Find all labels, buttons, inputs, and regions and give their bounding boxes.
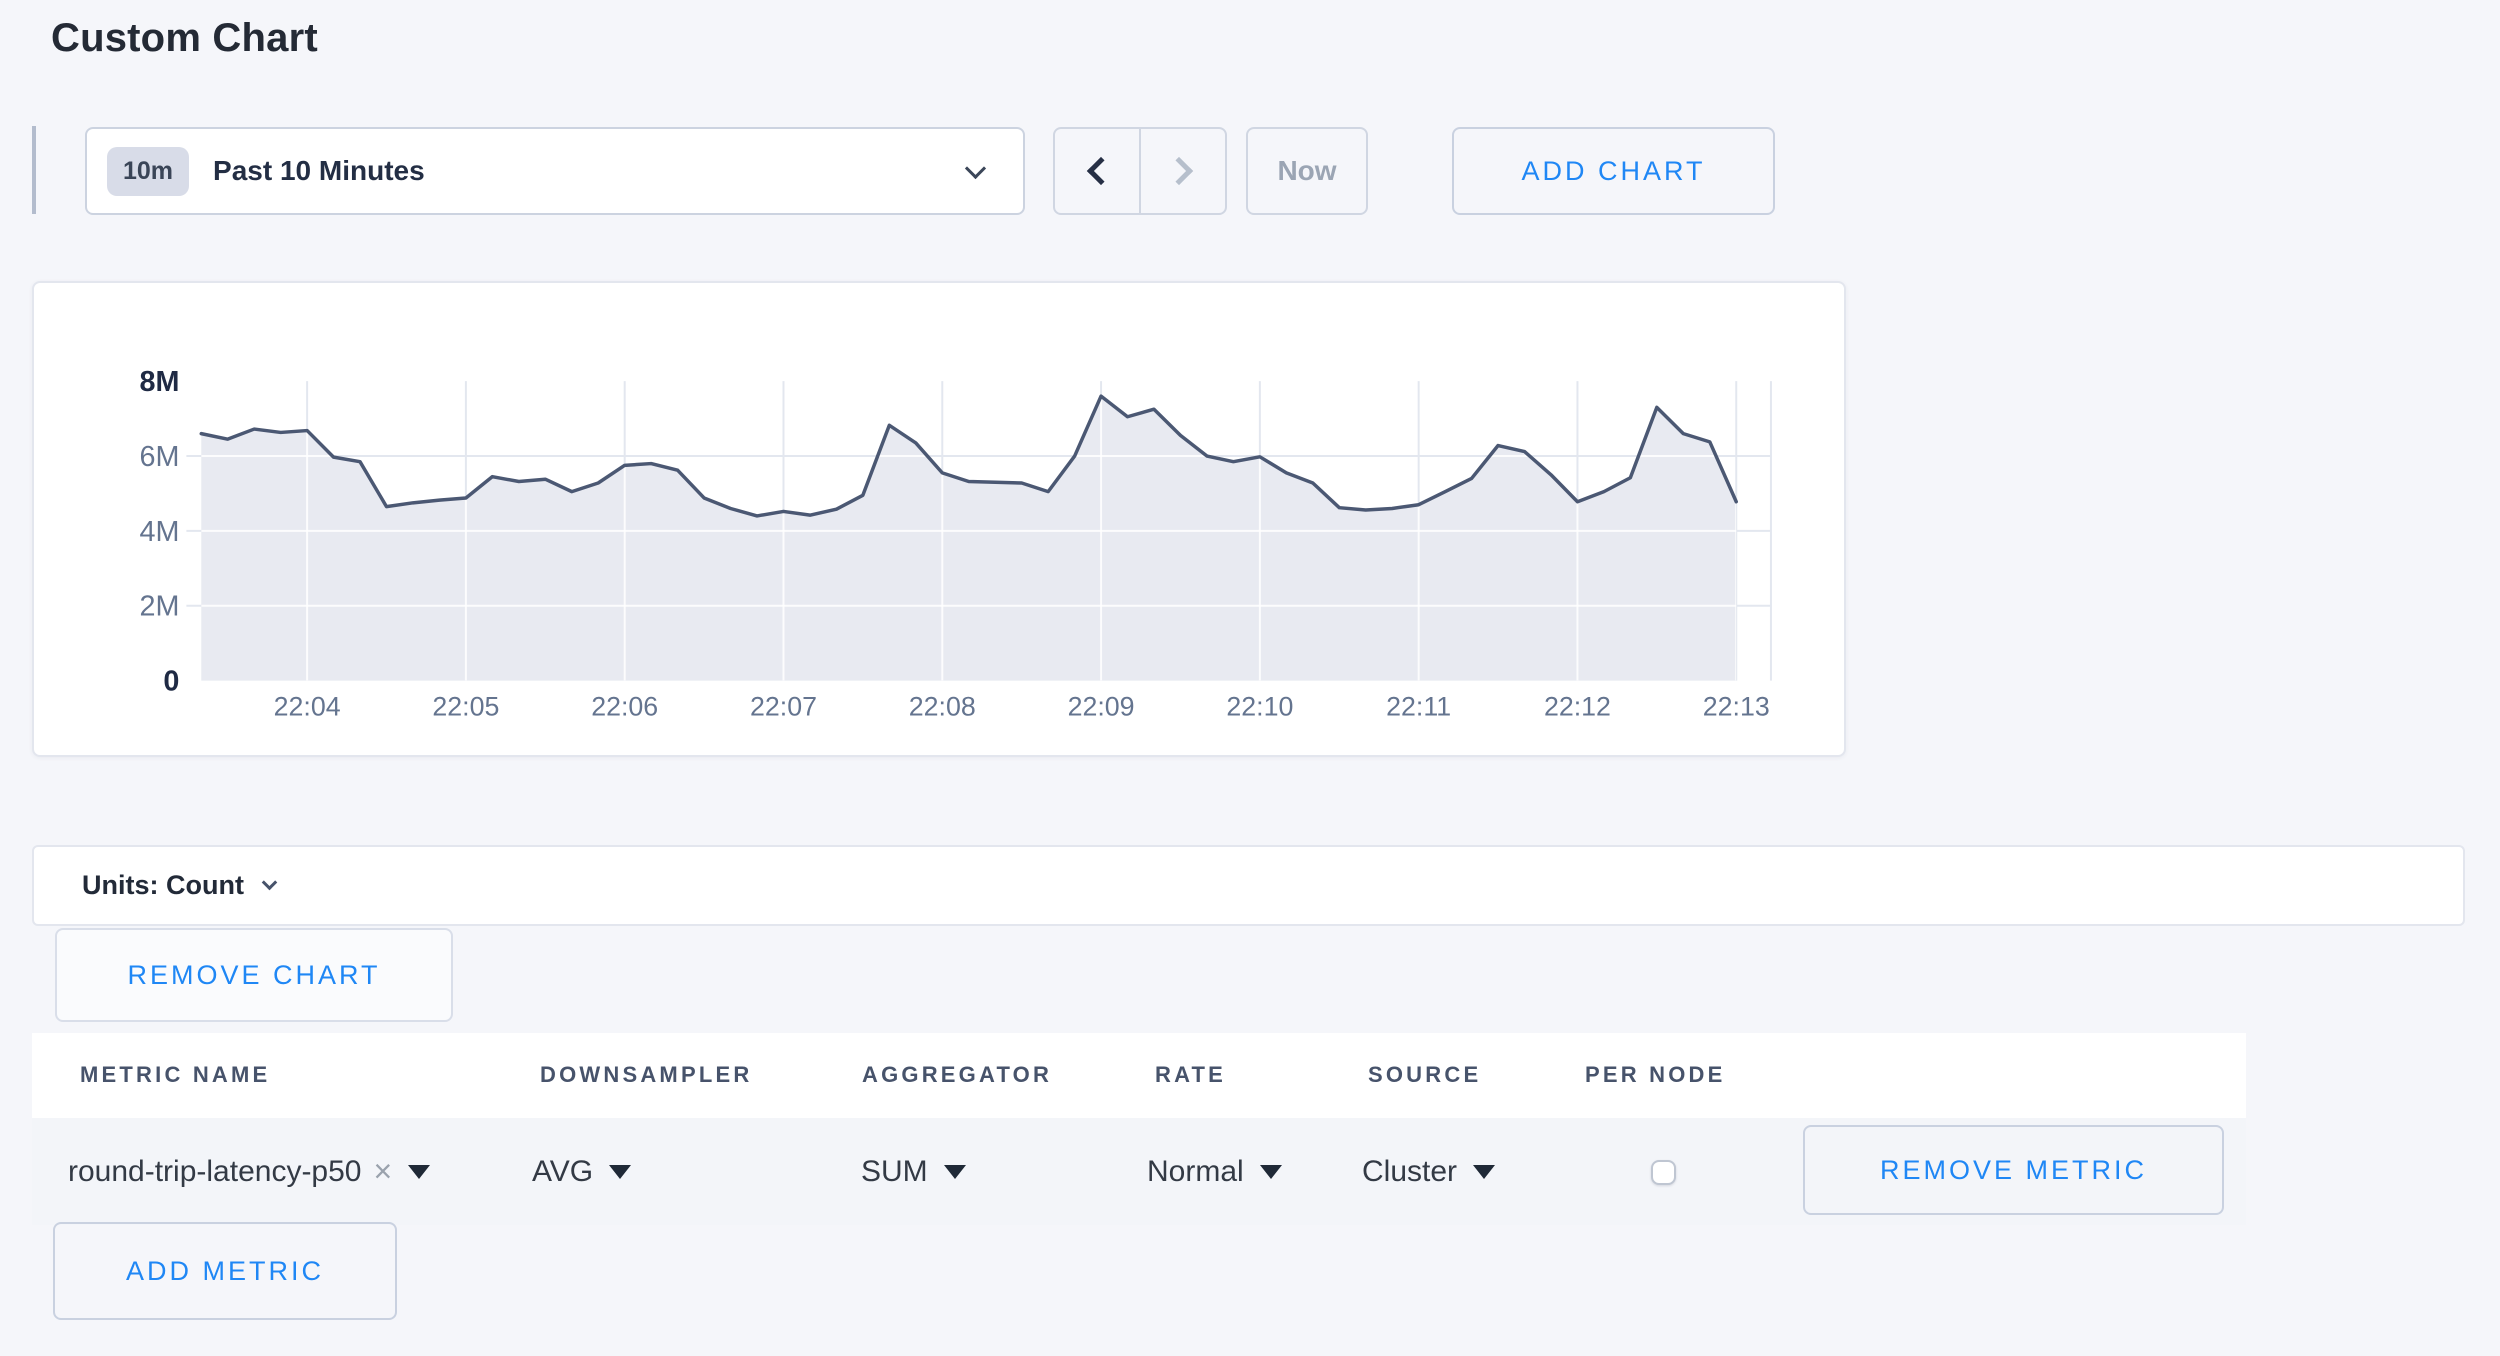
svg-text:22:12: 22:12 <box>1544 691 1611 721</box>
aggregator-value: SUM <box>861 1154 928 1188</box>
time-step-buttons <box>1053 127 1227 215</box>
caret-down-icon <box>943 1164 966 1179</box>
caret-down-icon <box>609 1164 632 1179</box>
time-range-label: Past 10 Minutes <box>213 155 425 186</box>
svg-text:22:06: 22:06 <box>591 691 658 721</box>
chevron-down-icon <box>261 874 278 891</box>
clear-metric-icon[interactable]: × <box>373 1153 393 1189</box>
remove-metric-button[interactable]: REMOVE METRIC <box>1803 1125 2224 1215</box>
svg-text:22:08: 22:08 <box>909 691 976 721</box>
column-header-metric-name: METRIC NAME <box>80 1062 271 1087</box>
svg-text:0: 0 <box>163 666 179 698</box>
units-label: Units: Count <box>82 870 244 900</box>
timeseries-chart: 8M 6M 4M 2M 0 22:04 22:05 22:06 22:07 22:08 22:09 2… <box>34 283 1844 755</box>
column-header-rate: RATE <box>1155 1062 1227 1087</box>
svg-text:22:10: 22:10 <box>1226 691 1293 721</box>
metrics-table-header: METRIC NAME DOWNSAMPLER AGGREGATOR RATE … <box>32 1033 2246 1118</box>
svg-text:22:07: 22:07 <box>750 691 817 721</box>
time-range-select[interactable]: 10m Past 10 Minutes <box>85 127 1025 215</box>
svg-text:22:13: 22:13 <box>1703 691 1770 721</box>
metric-name-select[interactable]: round-trip-latency-p50 × <box>68 1118 431 1225</box>
svg-text:8M: 8M <box>139 366 179 398</box>
svg-text:2M: 2M <box>139 591 179 623</box>
prev-interval-button[interactable] <box>1055 129 1141 213</box>
column-header-source: SOURCE <box>1368 1062 1482 1087</box>
chart-card: 8M 6M 4M 2M 0 22:04 22:05 22:06 22:07 22:08 22:09 2… <box>32 281 1846 757</box>
metric-name-value: round-trip-latency-p50 <box>68 1154 362 1188</box>
chevron-down-icon <box>964 157 987 180</box>
toolbar-divider <box>32 126 36 214</box>
caret-down-icon <box>1473 1164 1496 1179</box>
column-header-aggregator: AGGREGATOR <box>862 1062 1053 1087</box>
svg-text:22:05: 22:05 <box>432 691 499 721</box>
page-title: Custom Chart <box>51 16 318 60</box>
remove-chart-button[interactable]: REMOVE CHART <box>55 928 453 1022</box>
svg-text:4M: 4M <box>139 516 179 548</box>
time-scale-badge: 10m <box>107 146 190 196</box>
aggregator-select[interactable]: SUM <box>861 1118 966 1225</box>
svg-text:22:11: 22:11 <box>1386 691 1451 721</box>
per-node-checkbox[interactable] <box>1651 1160 1676 1185</box>
chevron-left-icon <box>1086 156 1116 186</box>
add-metric-button[interactable]: ADD METRIC <box>53 1222 397 1320</box>
caret-down-icon <box>408 1164 431 1179</box>
downsampler-select[interactable]: AVG <box>532 1118 632 1225</box>
caret-down-icon <box>1259 1164 1282 1179</box>
metric-row: round-trip-latency-p50 × AVG SUM Normal … <box>32 1118 2246 1225</box>
add-chart-button[interactable]: ADD CHART <box>1452 127 1775 215</box>
rate-value: Normal <box>1147 1154 1244 1188</box>
column-header-per-node: PER NODE <box>1585 1062 1726 1087</box>
svg-text:22:09: 22:09 <box>1068 691 1135 721</box>
svg-text:22:04: 22:04 <box>274 691 341 721</box>
chevron-right-icon <box>1164 156 1194 186</box>
column-header-downsampler: DOWNSAMPLER <box>540 1062 753 1087</box>
svg-text:6M: 6M <box>139 441 179 473</box>
units-select[interactable]: Units: Count <box>32 845 2465 926</box>
source-value: Cluster <box>1362 1154 1458 1188</box>
now-button[interactable]: Now <box>1246 127 1368 215</box>
source-select[interactable]: Cluster <box>1362 1118 1496 1225</box>
rate-select[interactable]: Normal <box>1147 1118 1282 1225</box>
downsampler-value: AVG <box>532 1154 594 1188</box>
next-interval-button[interactable] <box>1141 129 1225 213</box>
